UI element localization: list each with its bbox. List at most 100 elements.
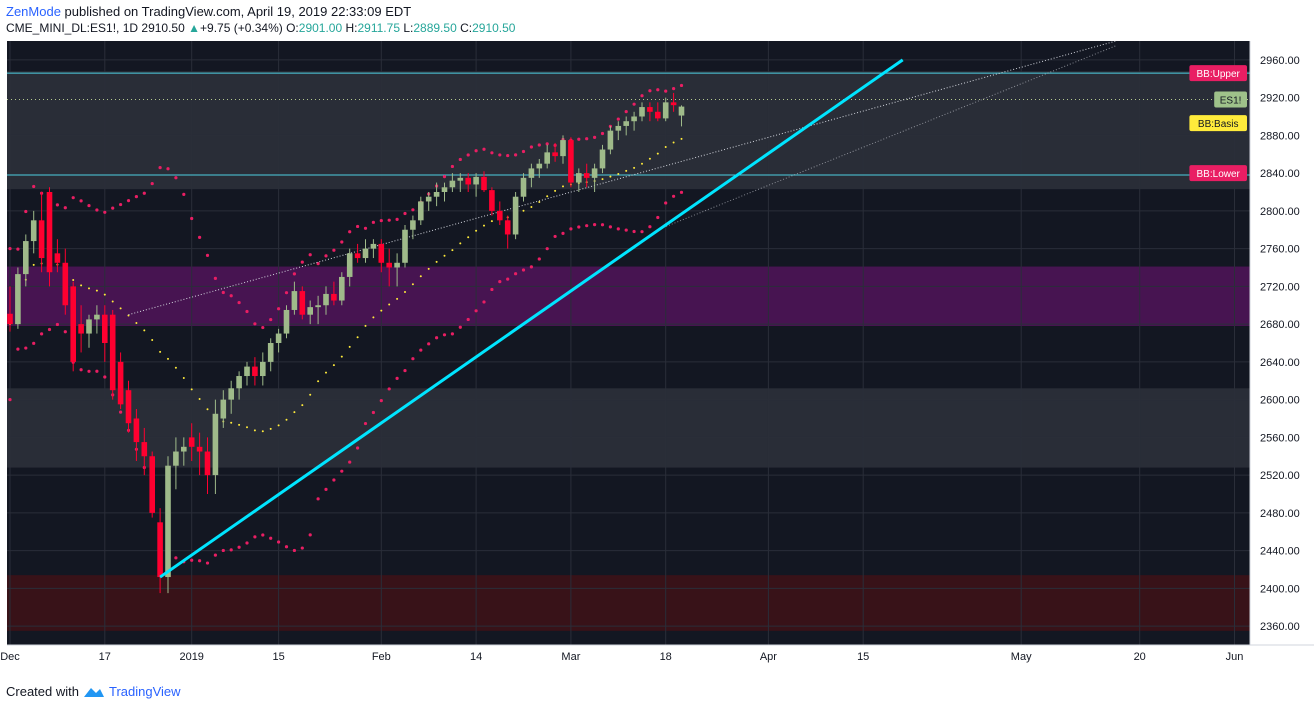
author-name[interactable]: ZenMode <box>6 4 61 19</box>
bb-upper-dot <box>450 164 454 169</box>
bb-basis-dot <box>364 324 367 327</box>
bb-lower-dot <box>174 556 178 560</box>
candle-body <box>560 140 566 157</box>
bb-basis-dot <box>656 152 659 155</box>
candle-up <box>212 399 219 494</box>
bb-upper-dot <box>585 137 589 141</box>
bb-basis-dot <box>293 411 296 414</box>
candle-down <box>583 163 590 188</box>
price-tick-label: 2840.00 <box>1260 168 1300 180</box>
bb-lower-dot <box>411 357 415 361</box>
time-tick-label: 15 <box>857 651 869 663</box>
candle-up <box>591 163 598 192</box>
bb-upper-dot <box>593 135 597 139</box>
bb-upper-dot <box>190 216 194 221</box>
bb-upper-dot <box>356 224 360 229</box>
bb-lower-dot <box>277 540 281 544</box>
candle-body <box>15 274 21 325</box>
time-tick-label: 17 <box>99 651 111 663</box>
candle-body <box>117 361 124 405</box>
bb-basis-dot <box>95 289 98 292</box>
bb-basis-dot <box>32 263 35 266</box>
bb-lower-dot <box>537 257 541 261</box>
created-with-text: Created with <box>6 684 79 699</box>
last-price: 2910.50 <box>141 21 185 35</box>
candle-body <box>204 451 211 476</box>
bb-upper-dot <box>348 230 352 234</box>
candle-body <box>512 196 519 235</box>
candle-down <box>655 102 661 122</box>
bb-upper-dot <box>198 235 202 239</box>
candle-down <box>54 239 61 273</box>
bb-upper-dot <box>411 208 415 212</box>
candle-body <box>165 465 171 578</box>
up-arrow-icon: ▲ <box>188 21 201 35</box>
candle-up <box>639 102 645 122</box>
bb-upper-dot <box>545 142 549 146</box>
bb-lower-dot <box>292 548 296 553</box>
bb-basis-dot <box>269 427 272 430</box>
bb-upper-dot <box>205 253 210 257</box>
bb-basis-dot <box>72 278 75 281</box>
bb-lower-dot <box>648 225 652 229</box>
price-tick-label: 2880.00 <box>1260 130 1300 142</box>
symbol-label[interactable]: CME_MINI_DL:ES1!, 1D <box>6 21 139 35</box>
bb-upper-dot <box>379 218 383 223</box>
bb-basis-dot <box>562 185 564 188</box>
time-tick-label: 20 <box>1134 651 1146 663</box>
open-label: O: <box>286 21 299 35</box>
bb-basis-dot <box>151 338 154 341</box>
tradingview-brand[interactable]: TradingView <box>108 684 181 699</box>
candle-up <box>220 390 227 428</box>
candle-body <box>188 437 195 447</box>
candle-up <box>560 135 566 164</box>
bb-basis-dot <box>277 424 280 427</box>
bb-upper-dot <box>24 209 28 214</box>
bb-lower-dot <box>95 369 99 373</box>
candle-body <box>457 177 464 181</box>
bb-upper-dot <box>577 137 581 141</box>
bb-lower-dot <box>640 230 644 234</box>
bb-upper-dot <box>466 153 470 157</box>
candle-body <box>23 241 29 275</box>
bb-lower-dot <box>442 333 447 337</box>
bb-upper-dot <box>237 300 241 305</box>
bb-upper-dot <box>498 153 502 157</box>
candle-up <box>181 437 187 466</box>
resistance-zone <box>7 71 1250 190</box>
bb-basis-dot <box>230 421 233 424</box>
candle-body <box>283 309 290 334</box>
bb-basis-dot <box>664 146 667 149</box>
bb-basis-dot <box>388 303 391 306</box>
bb-upper-dot <box>142 191 146 195</box>
candle-body <box>307 307 313 315</box>
value-label-pill <box>1189 115 1247 132</box>
bb-lower-dot <box>261 533 265 537</box>
bb-lower-dot <box>545 247 549 251</box>
bb-lower-dot <box>284 545 289 549</box>
candle-up <box>473 173 479 197</box>
bb-lower-dot <box>419 348 423 352</box>
bb-lower-dot <box>450 332 454 336</box>
candle-body <box>133 418 140 443</box>
candle-body <box>441 187 448 192</box>
candle-body <box>591 168 598 178</box>
low-label: L: <box>403 21 414 35</box>
candle-down <box>188 423 195 461</box>
bb-lower-dot <box>577 225 581 229</box>
publish-header: ZenMode published on TradingView.com, Ap… <box>6 4 411 19</box>
candle-body <box>544 152 550 164</box>
candle-body <box>599 149 606 169</box>
candle-body <box>196 446 203 452</box>
bb-lower-dot <box>395 376 399 380</box>
candle-body <box>30 220 37 242</box>
bb-lower-dot <box>553 234 557 239</box>
bb-basis-dot <box>246 426 248 429</box>
bb-upper-dot <box>482 147 486 151</box>
bb-upper-dot <box>16 247 20 251</box>
candle-up <box>662 97 669 122</box>
candle-up <box>394 253 400 287</box>
bb-upper-dot <box>300 260 304 264</box>
candle-body <box>536 163 543 169</box>
